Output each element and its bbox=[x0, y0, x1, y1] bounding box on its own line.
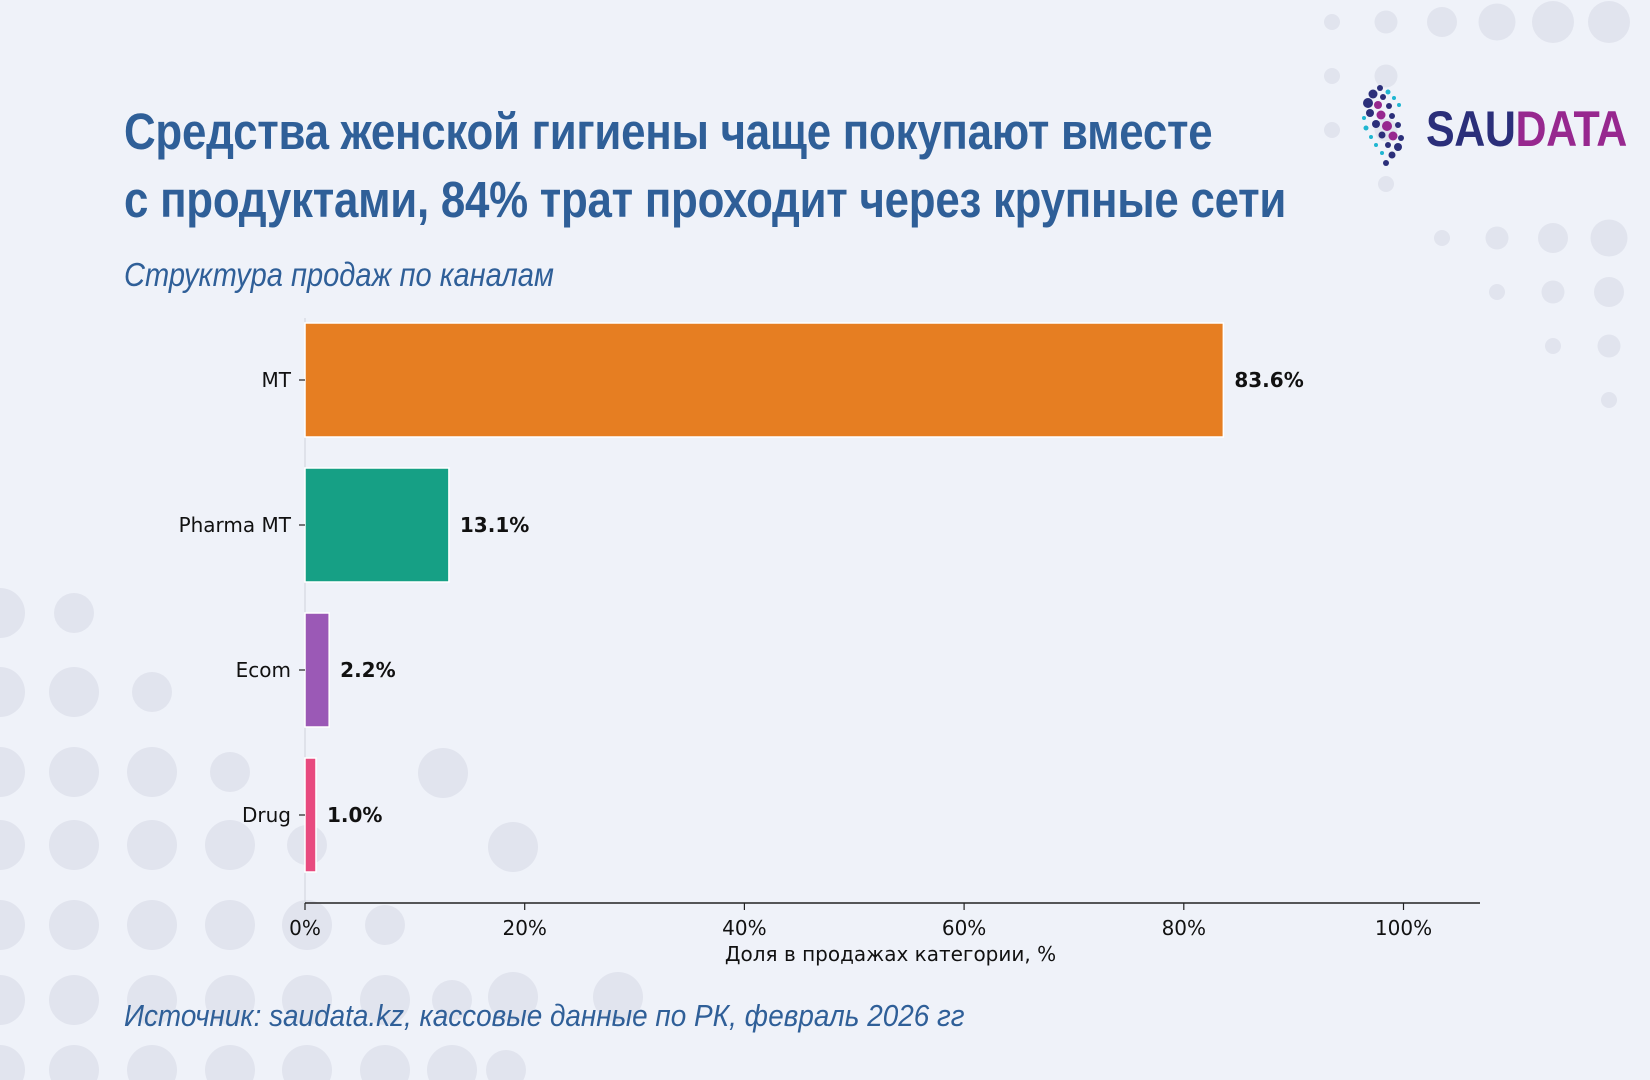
bar-mt bbox=[304, 322, 1225, 438]
background-dot bbox=[282, 975, 332, 1025]
background-dot bbox=[49, 900, 99, 950]
background-dot bbox=[49, 667, 99, 717]
logo-mark-icon bbox=[1362, 85, 1404, 166]
x-tick-label: 60% bbox=[942, 916, 986, 940]
background-dot bbox=[1532, 1, 1574, 43]
x-tick-label: 40% bbox=[722, 916, 766, 940]
bar-pharma-mt bbox=[304, 467, 450, 583]
background-dot bbox=[360, 975, 410, 1025]
background-dot bbox=[1374, 10, 1398, 34]
background-dot bbox=[1489, 284, 1505, 300]
background-dot bbox=[49, 747, 99, 797]
background-dot bbox=[360, 1045, 410, 1080]
x-tick-label: 0% bbox=[289, 916, 321, 940]
background-dot bbox=[205, 975, 255, 1025]
background-dot bbox=[282, 1045, 332, 1080]
background-dot bbox=[205, 1045, 255, 1080]
background-dot bbox=[205, 820, 255, 870]
page-title: Средства женской гигиены чаще покупают в… bbox=[124, 98, 1286, 234]
x-tick-label: 80% bbox=[1162, 916, 1206, 940]
background-dot bbox=[49, 1045, 99, 1080]
x-tick-label: 20% bbox=[502, 916, 546, 940]
title-line-2: с продуктами, 84% трат проходит через кр… bbox=[124, 171, 1287, 228]
background-dot bbox=[0, 747, 25, 797]
logo-text-sau: SAU bbox=[1426, 101, 1516, 157]
background-dot bbox=[1601, 392, 1617, 408]
background-dot bbox=[1324, 122, 1340, 138]
background-dot bbox=[1324, 14, 1340, 30]
y-tick-label: Drug bbox=[242, 803, 291, 827]
background-dot bbox=[1588, 1, 1630, 43]
background-dot bbox=[418, 748, 468, 798]
background-dot bbox=[127, 747, 177, 797]
source-note: Источник: saudata.kz, кассовые данные по… bbox=[124, 998, 965, 1033]
background-dot bbox=[1538, 223, 1568, 253]
saudata-logo: SAUDATA bbox=[1356, 80, 1627, 184]
title-line-1: Средства женской гигиены чаще покупают в… bbox=[124, 103, 1213, 160]
bar-ecom bbox=[304, 612, 330, 728]
x-tick-label: 100% bbox=[1375, 916, 1432, 940]
background-dot bbox=[1378, 176, 1394, 192]
bar-value-label: 83.6% bbox=[1234, 368, 1303, 392]
background-dot bbox=[1590, 219, 1628, 257]
background-dot bbox=[1427, 7, 1457, 37]
background-dot bbox=[0, 588, 25, 638]
background-dot bbox=[127, 975, 177, 1025]
background-dot bbox=[0, 820, 25, 870]
background-dot bbox=[1434, 230, 1450, 246]
background-dot bbox=[127, 1045, 177, 1080]
bar-value-label: 2.2% bbox=[340, 658, 395, 682]
background-dot bbox=[1374, 64, 1398, 88]
y-tick-label: MT bbox=[262, 368, 292, 392]
background-dot bbox=[1594, 277, 1624, 307]
background-dot bbox=[432, 980, 472, 1020]
background-dot bbox=[1541, 280, 1565, 304]
background-dot bbox=[0, 900, 25, 950]
chart-subtitle: Структура продаж по каналам bbox=[124, 256, 554, 293]
bar-value-label: 1.0% bbox=[327, 803, 382, 827]
background-dot bbox=[132, 672, 172, 712]
background-dot bbox=[1485, 226, 1509, 250]
background-dot bbox=[0, 667, 25, 717]
background-dot bbox=[127, 820, 177, 870]
background-dot bbox=[0, 1045, 25, 1080]
background-dot bbox=[1324, 68, 1340, 84]
bar-value-label: 13.1% bbox=[460, 513, 529, 537]
background-dot bbox=[593, 972, 643, 1022]
bar-drug bbox=[304, 757, 317, 873]
y-tick-label: Ecom bbox=[236, 658, 291, 682]
background-dot bbox=[488, 822, 538, 872]
background-dot bbox=[282, 900, 332, 950]
background-dot bbox=[427, 1045, 477, 1080]
background-dot bbox=[49, 975, 99, 1025]
background-dot bbox=[205, 900, 255, 950]
background-dot bbox=[486, 1050, 526, 1080]
logo-text-data: DATA bbox=[1515, 101, 1628, 157]
background-dot bbox=[1478, 3, 1516, 41]
background-dot bbox=[210, 752, 250, 792]
y-tick-label: Pharma MT bbox=[179, 513, 292, 537]
background-dot bbox=[127, 900, 177, 950]
logo-wordmark: SAUDATA bbox=[1426, 100, 1627, 158]
background-dot bbox=[0, 975, 25, 1025]
background-dot bbox=[488, 972, 538, 1022]
background-dot bbox=[54, 593, 94, 633]
background-dot bbox=[1597, 334, 1621, 358]
background-dot bbox=[1545, 338, 1561, 354]
background-dot bbox=[365, 905, 405, 945]
background-dot bbox=[49, 820, 99, 870]
x-axis-label: Доля в продажах категории, % bbox=[725, 942, 1056, 966]
